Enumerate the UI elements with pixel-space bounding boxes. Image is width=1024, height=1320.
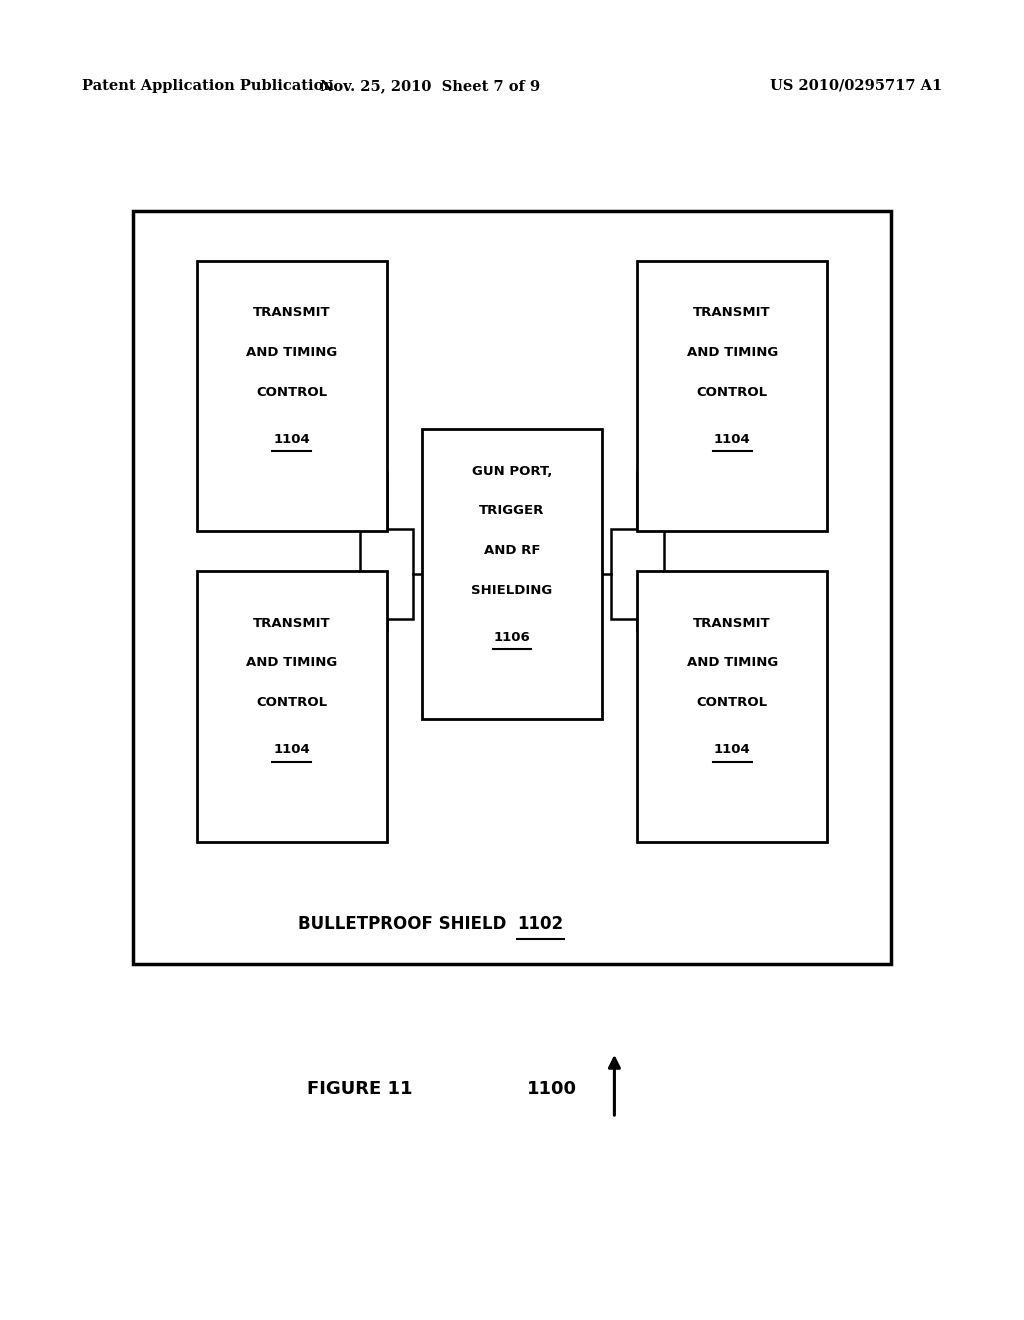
Bar bbox=[637, 261, 826, 532]
Text: TRIGGER: TRIGGER bbox=[479, 504, 545, 517]
Bar bbox=[637, 570, 826, 842]
Text: AND TIMING: AND TIMING bbox=[246, 346, 338, 359]
Text: TRANSMIT: TRANSMIT bbox=[693, 306, 771, 319]
Text: BULLETPROOF SHIELD: BULLETPROOF SHIELD bbox=[298, 915, 512, 933]
Text: CONTROL: CONTROL bbox=[696, 385, 768, 399]
Text: SHIELDING: SHIELDING bbox=[471, 583, 553, 597]
Text: 1104: 1104 bbox=[714, 433, 751, 446]
Text: 1100: 1100 bbox=[527, 1080, 578, 1098]
Bar bbox=[360, 529, 413, 619]
Text: AND TIMING: AND TIMING bbox=[686, 656, 778, 669]
Text: AND TIMING: AND TIMING bbox=[246, 656, 338, 669]
Bar bbox=[197, 570, 386, 842]
Text: TRANSMIT: TRANSMIT bbox=[253, 616, 331, 630]
Text: US 2010/0295717 A1: US 2010/0295717 A1 bbox=[770, 79, 942, 92]
Text: CONTROL: CONTROL bbox=[256, 696, 328, 709]
Text: 1106: 1106 bbox=[494, 631, 530, 644]
Text: TRANSMIT: TRANSMIT bbox=[253, 306, 331, 319]
Text: AND TIMING: AND TIMING bbox=[686, 346, 778, 359]
Text: Nov. 25, 2010  Sheet 7 of 9: Nov. 25, 2010 Sheet 7 of 9 bbox=[321, 79, 540, 92]
Bar bbox=[133, 211, 891, 964]
Text: AND RF: AND RF bbox=[483, 544, 541, 557]
Text: CONTROL: CONTROL bbox=[696, 696, 768, 709]
Text: FIGURE 11: FIGURE 11 bbox=[307, 1080, 413, 1098]
Bar bbox=[610, 529, 665, 619]
Bar bbox=[197, 261, 386, 532]
Text: 1104: 1104 bbox=[714, 743, 751, 756]
Text: 1104: 1104 bbox=[273, 743, 310, 756]
Bar bbox=[422, 429, 601, 719]
Text: Patent Application Publication: Patent Application Publication bbox=[82, 79, 334, 92]
Text: TRANSMIT: TRANSMIT bbox=[693, 616, 771, 630]
Text: GUN PORT,: GUN PORT, bbox=[472, 465, 552, 478]
Text: 1102: 1102 bbox=[517, 915, 563, 933]
Text: CONTROL: CONTROL bbox=[256, 385, 328, 399]
Text: 1104: 1104 bbox=[273, 433, 310, 446]
